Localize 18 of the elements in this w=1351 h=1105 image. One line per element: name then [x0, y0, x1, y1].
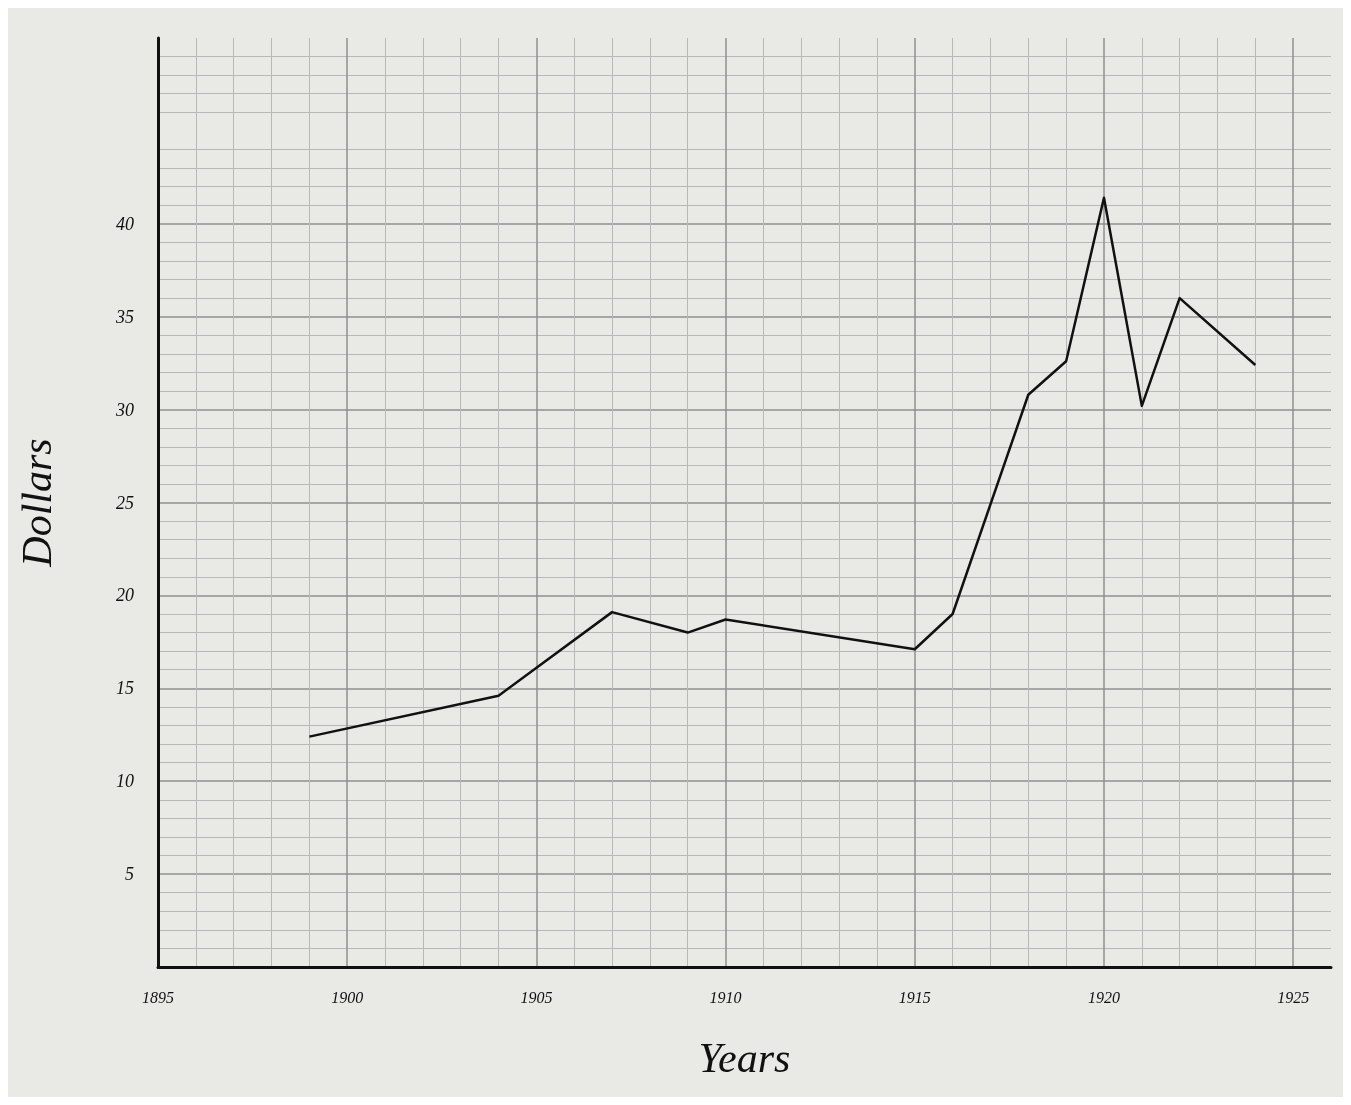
- x-tick-label: 1915: [898, 988, 931, 1006]
- line-series: [308, 196, 1257, 738]
- y-tick-label: 30: [115, 399, 134, 420]
- y-axis-title: Dollars: [14, 438, 60, 568]
- y-tick-label: 35: [115, 306, 134, 327]
- y-tick-label: 5: [125, 864, 134, 885]
- y-tick-label: 25: [116, 492, 134, 513]
- x-tick-label: 1925: [1277, 988, 1310, 1006]
- x-tick-label: 1905: [520, 988, 553, 1006]
- y-tick-label: 15: [116, 678, 134, 699]
- y-tick-label: 20: [116, 585, 134, 606]
- y-tick-label: 10: [116, 771, 134, 792]
- x-axis-title: Years: [698, 1035, 791, 1081]
- x-tick-label: 1895: [142, 988, 174, 1006]
- y-tick-label: 40: [116, 213, 134, 234]
- x-tick-label: 1920: [1087, 988, 1120, 1006]
- x-tick-label: 1900: [331, 988, 364, 1006]
- x-tick-label: 1910: [709, 988, 742, 1006]
